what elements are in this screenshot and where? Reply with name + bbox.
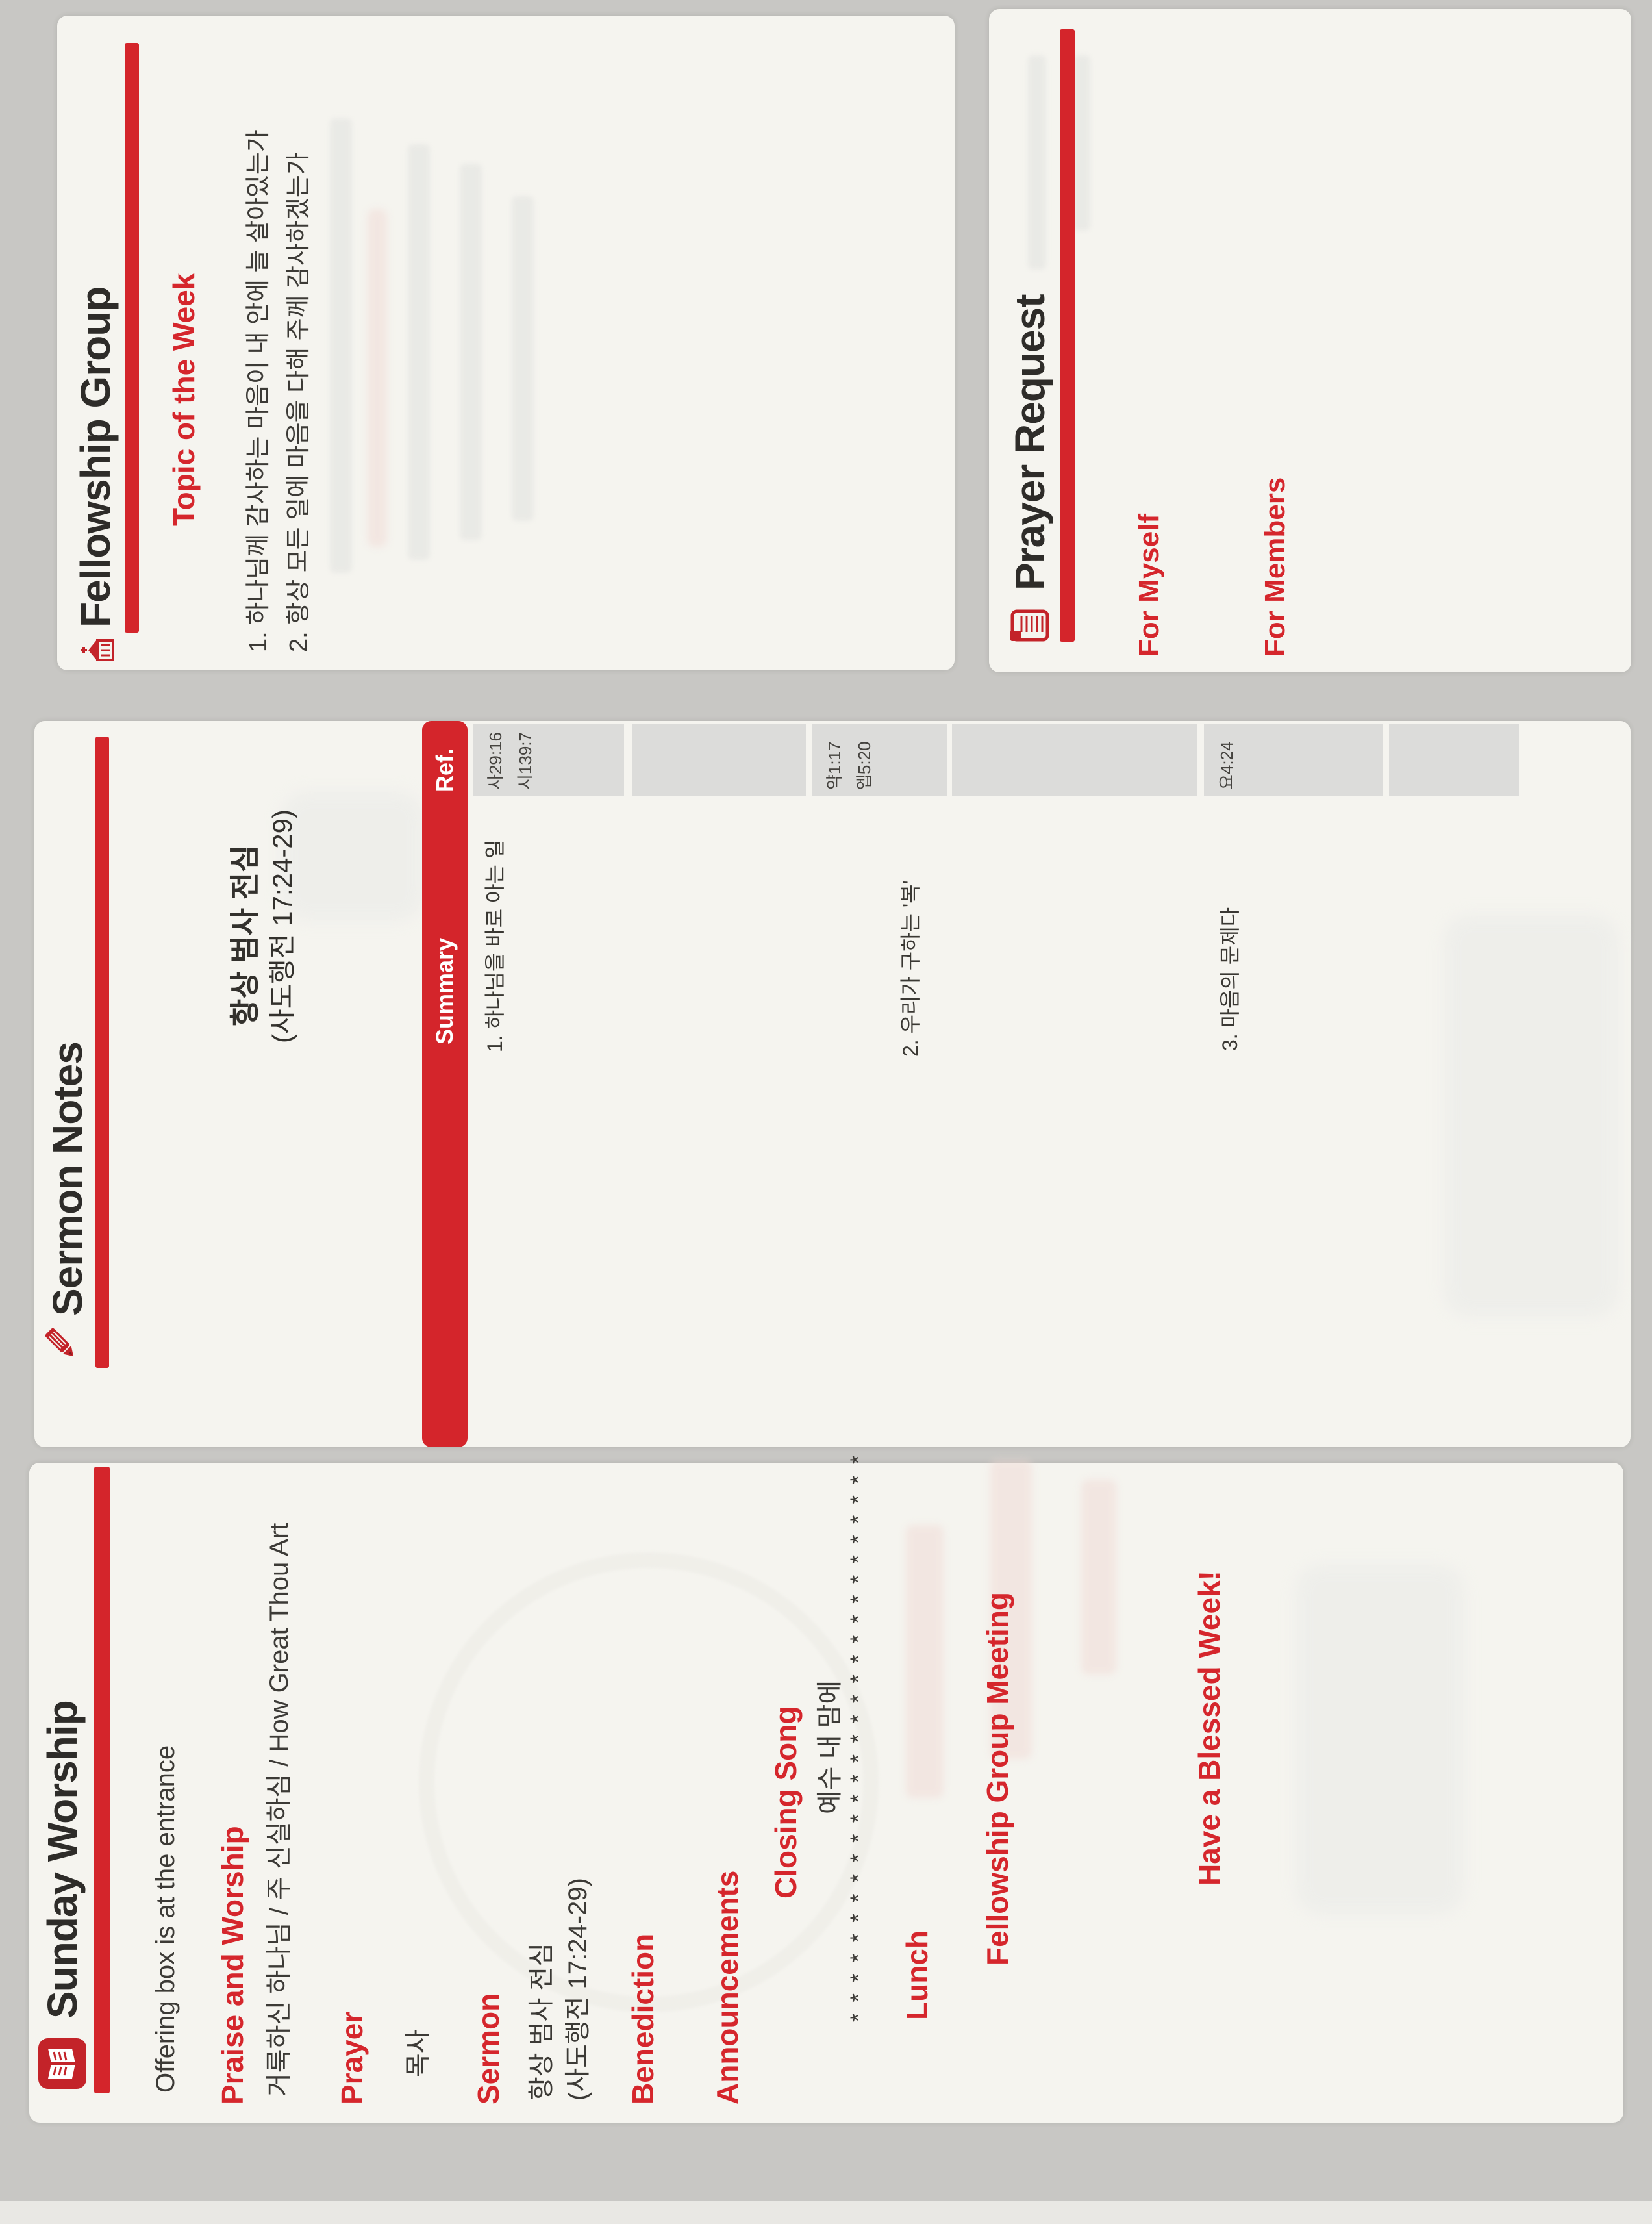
row2-ref2: 엡5:20: [855, 741, 874, 790]
ghost-blob-map-1: [281, 791, 424, 921]
row1-ref1: 사29:16: [486, 732, 505, 790]
ref-cell-empty-3: [1389, 724, 1519, 796]
sermon-heading: Sermon: [471, 1993, 505, 2104]
ghost-pink-text-3: [1081, 1480, 1116, 1674]
prayer-request-panel: Prayer Request For Myself For Members: [989, 9, 1631, 672]
pastor-note: 목사: [404, 2029, 432, 2077]
ghost-red-line: [368, 209, 387, 547]
row3-ref1: 요4:24: [1217, 741, 1236, 790]
ref-column-header: Ref.: [431, 748, 458, 792]
topic-item-2: 2. 항상 모든 일에 마음을 다해 주께 감사하겠는가: [285, 152, 312, 652]
ghost-text-line-5: [1028, 55, 1046, 270]
sermon-title-line: 항상 범사 전심: [527, 1942, 556, 2101]
ghost-text-line-6: [1073, 55, 1090, 231]
song-list: 거룩하신 하나님 / 주 신실하심 / How Great Thou Art: [265, 1523, 294, 2097]
pencil-icon: [41, 1324, 81, 1364]
fellowship-meeting-heading: Fellowship Group Meeting: [981, 1592, 1014, 1965]
clipboard-icon: [1008, 609, 1050, 642]
asterisk-divider: * * * * * * * * * * * * * * * * * * * * …: [846, 1373, 871, 2022]
worship-panel-title: Sunday Worship: [39, 1700, 86, 2019]
open-book-icon: [38, 2038, 86, 2089]
topic-item-1: 1. 하나님께 감사하는 마음이 내 안에 늘 살아있는가: [245, 129, 272, 652]
summary-item-3: 3. 마음의 문제다: [1218, 907, 1242, 1051]
ref-cell-row3: 요4:24: [1204, 724, 1383, 796]
church-icon: [81, 634, 114, 666]
prayer-title-underline: [1060, 29, 1075, 642]
ref-cell-empty-1: [632, 724, 806, 796]
ghost-text-line-1: [330, 118, 352, 573]
scripture-title: 항상 범사 전심: [228, 844, 262, 1026]
fellowship-title-underline: [125, 43, 139, 633]
ghost-text-line-4: [512, 196, 534, 521]
for-myself-heading: For Myself: [1133, 513, 1165, 657]
sunday-worship-panel: Sunday Worship Offering box is at the en…: [29, 1373, 1623, 2123]
scripture-reference: (사도행전 17:24-29): [267, 809, 297, 1043]
prayer-heading: Prayer: [335, 2011, 369, 2104]
row2-ref1: 약1:17: [825, 741, 844, 790]
topic-of-week-heading: Topic of the Week: [167, 273, 201, 526]
praise-worship-heading: Praise and Worship: [216, 1826, 249, 2104]
sermon-notes-panel: Sermon Notes 항상 범사 전심 (사도행전 17:24-29) Su…: [34, 721, 1631, 1447]
sermon-title-underline: [95, 737, 109, 1368]
table-header-bar: Summary Ref.: [422, 721, 468, 1447]
closing-song-heading: Closing Song: [769, 1706, 803, 1899]
summary-item-2: 2. 우리가 구하는 '복': [899, 880, 922, 1057]
sermon-scripture-line: (사도행전 17:24-29): [564, 1878, 592, 2101]
lunch-heading: Lunch: [900, 1930, 934, 2020]
ref-cell-row2: 약1:17 엡5:20: [812, 724, 947, 796]
ref-cell-row1: 사29:16 시139:7: [473, 724, 624, 796]
offering-note: Offering box is at the entrance: [151, 1745, 180, 2093]
row1-ref2: 시139:7: [516, 732, 535, 790]
announcements-heading: Announcements: [710, 1870, 744, 2104]
for-members-heading: For Members: [1259, 477, 1291, 657]
fellowship-panel-title: Fellowship Group: [72, 286, 119, 627]
sermon-panel-title: Sermon Notes: [44, 1042, 91, 1316]
worship-title-underline: [94, 1467, 110, 2093]
benediction-heading: Benediction: [626, 1933, 660, 2104]
summary-column-header: Summary: [431, 937, 458, 1044]
ghost-text-line-2: [408, 144, 430, 560]
summary-item-1: 1. 하나님을 바로 아는 일: [483, 839, 507, 1052]
closing-song-title: 예수 내 맘에: [816, 1680, 844, 1814]
prayer-panel-title: Prayer Request: [1007, 294, 1053, 590]
scan-edge-strip: [0, 2201, 1652, 2224]
ghost-blob-map-2: [1444, 915, 1619, 1317]
blessed-week-heading: Have a Blessed Week!: [1192, 1571, 1226, 1886]
fellowship-group-panel: Fellowship Group Topic of the Week 1. 하나…: [57, 16, 955, 670]
ref-cell-empty-2: [952, 724, 1197, 796]
ghost-blob-worship: [1295, 1564, 1464, 1915]
ghost-text-line-3: [460, 164, 482, 540]
ghost-pink-text-1: [906, 1525, 944, 1798]
